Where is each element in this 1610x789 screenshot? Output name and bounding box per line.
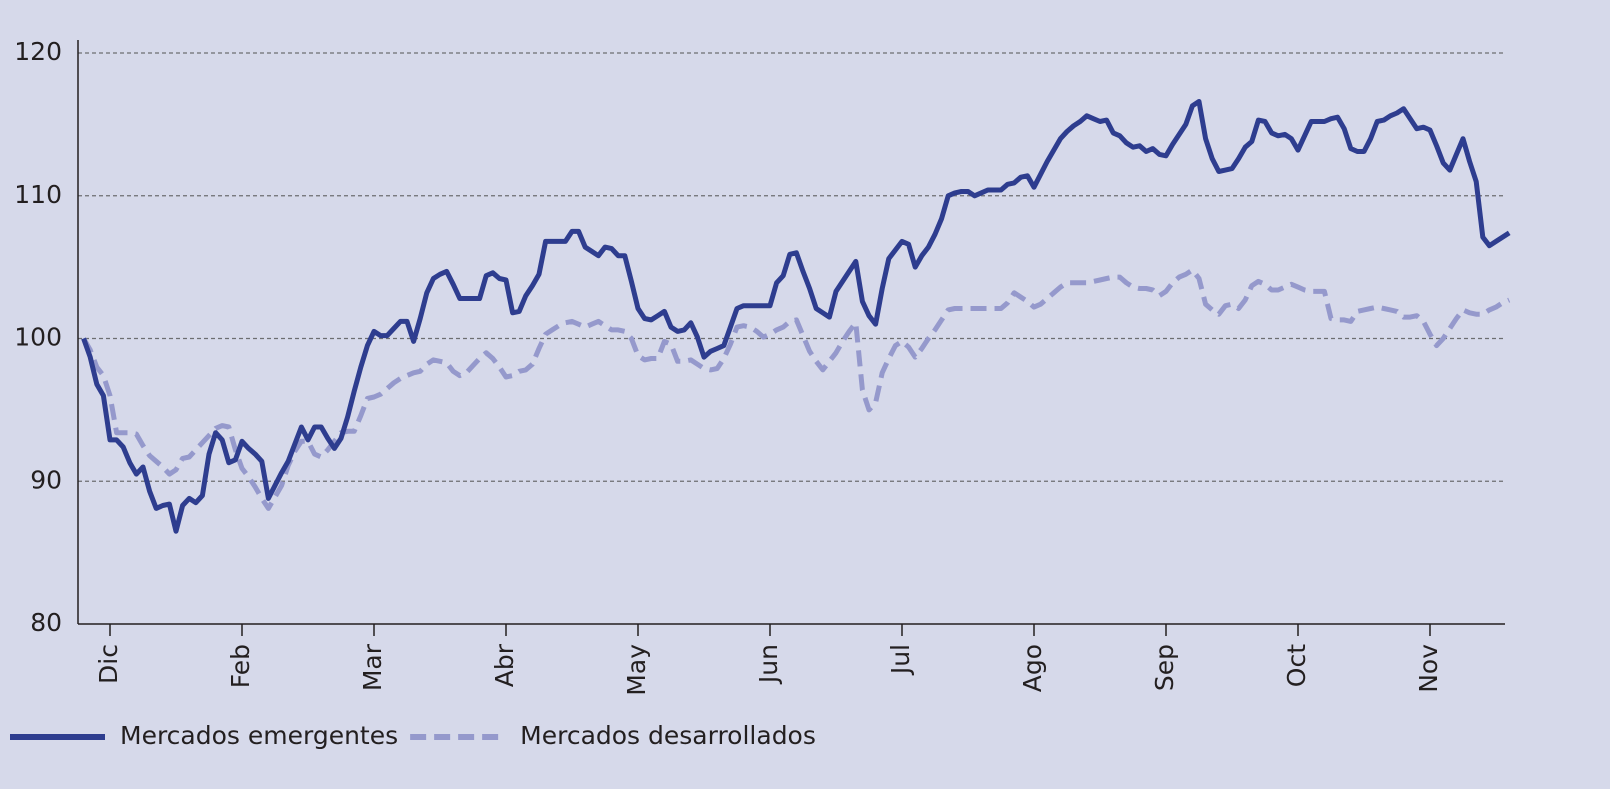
x-tick-label: Mar [358,643,387,691]
x-tick-label: Sep [1150,644,1179,691]
x-tick-label: Ago [1018,644,1047,692]
legend-label: Mercados emergentes [120,721,398,750]
x-tick-label: May [622,644,651,696]
x-tick-label: Dic [94,644,123,684]
y-tick-label: 100 [14,323,62,352]
legend-label: Mercados desarrollados [520,721,816,750]
x-tick-label: Nov [1414,644,1443,693]
y-tick-label: 80 [30,608,62,637]
data-line [81,267,1511,511]
y-tick-label: 120 [14,37,62,66]
x-tick-label: Feb [226,644,255,688]
y-tick-label: 110 [14,180,62,209]
y-tick-label: 90 [30,465,62,494]
x-tick-label: Jul [886,644,915,676]
data-line [81,99,1511,534]
x-tick-label: Jun [754,644,783,685]
x-tick-label: Oct [1282,644,1311,687]
x-tick-label: Abr [490,643,519,687]
